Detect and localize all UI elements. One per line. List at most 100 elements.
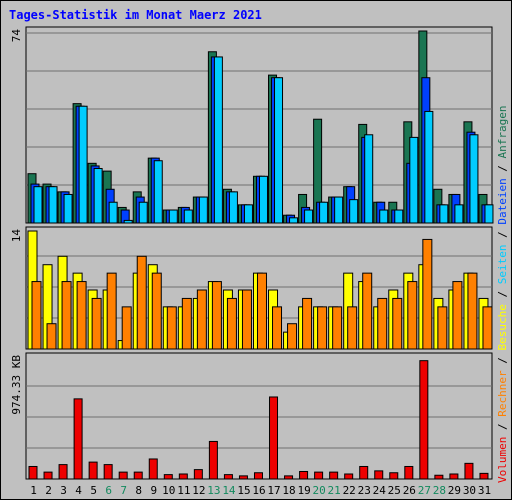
bar-seiten-day-28 [439, 204, 449, 224]
bar-seiten-day-17 [274, 77, 284, 224]
bar-volumen-day-29 [449, 473, 459, 480]
day-label: 24 [373, 484, 387, 497]
legend-dateien: Dateien [496, 178, 509, 224]
bar-rechner-day-15 [241, 289, 252, 350]
bar-seiten-day-5 [93, 168, 103, 224]
bar-seiten-day-31 [484, 204, 494, 224]
day-label: 4 [75, 484, 82, 497]
day-label: 16 [252, 484, 265, 497]
bar-seiten-day-11 [183, 209, 193, 224]
bar-seiten-day-27 [424, 110, 434, 224]
day-label: 3 [60, 484, 67, 497]
bar-rechner-day-9 [151, 272, 162, 350]
day-label: 13 [207, 484, 220, 497]
bar-volumen-day-3 [58, 464, 68, 480]
bar-volumen-day-27 [419, 360, 429, 480]
bar-volumen-day-11 [178, 473, 188, 480]
bar-rechner-day-11 [181, 297, 192, 350]
legend-seiten: Seiten [496, 245, 509, 285]
bar-seiten-day-15 [243, 204, 253, 224]
bar-seiten-day-22 [349, 199, 359, 224]
day-label: 1 [30, 484, 37, 497]
day-label: 17 [267, 484, 280, 497]
chart-title: Tages-Statistik im Monat Maerz 2021 [9, 8, 262, 22]
day-label: 18 [282, 484, 295, 497]
bar-volumen-day-21 [329, 471, 339, 480]
bar-seiten-day-30 [469, 134, 479, 224]
day-label: 5 [90, 484, 97, 497]
bar-seiten-day-16 [258, 175, 268, 224]
bar-rechner-day-5 [91, 297, 102, 350]
legend-volumen: Volumen [496, 437, 509, 483]
bar-seiten-day-21 [334, 196, 344, 224]
bar-volumen-day-19 [299, 470, 309, 480]
bar-volumen-day-9 [148, 458, 158, 480]
bar-rechner-day-26 [407, 281, 418, 350]
day-label: 27 [418, 484, 431, 497]
bar-volumen-day-10 [163, 474, 173, 480]
bar-rechner-day-8 [136, 255, 147, 350]
day-label: 20 [313, 484, 326, 497]
bar-rechner-day-19 [302, 297, 313, 350]
legend-separator: / [496, 158, 509, 178]
bar-rechner-day-30 [467, 272, 478, 350]
day-label: 12 [192, 484, 205, 497]
day-label: 10 [162, 484, 175, 497]
day-label: 15 [237, 484, 250, 497]
bar-volumen-day-7 [118, 471, 128, 480]
bar-rechner-day-1 [31, 281, 42, 350]
bar-rechner-day-18 [287, 323, 298, 350]
bar-volumen-day-25 [389, 472, 399, 480]
bar-volumen-day-16 [253, 472, 263, 480]
bar-volumen-day-20 [314, 471, 324, 480]
bar-seiten-day-1 [33, 186, 43, 224]
legend-separator: / [496, 351, 509, 371]
day-label: 7 [120, 484, 127, 497]
bar-rechner-day-28 [437, 306, 448, 350]
bar-volumen-day-6 [103, 464, 113, 480]
day-label: 23 [358, 484, 371, 497]
bar-volumen-day-5 [88, 461, 98, 480]
legend-separator: / [496, 284, 509, 304]
day-label: 2 [45, 484, 52, 497]
bar-volumen-day-14 [223, 474, 233, 480]
bar-seiten-day-18 [289, 217, 299, 224]
bar-volumen-day-17 [269, 396, 279, 480]
bar-volumen-day-18 [284, 475, 294, 480]
day-label: 14 [222, 484, 236, 497]
bar-seiten-day-23 [364, 134, 374, 224]
bar-volumen-day-1 [28, 465, 38, 480]
bar-rechner-day-20 [317, 306, 328, 350]
day-label: 28 [433, 484, 446, 497]
bar-rechner-day-31 [482, 306, 493, 350]
bar-seiten-day-19 [304, 209, 314, 224]
day-label: 25 [388, 484, 401, 497]
bar-rechner-day-4 [76, 281, 87, 350]
bar-seiten-day-20 [319, 201, 329, 224]
legend-besuche: Besuche [496, 304, 509, 350]
bar-volumen-day-28 [434, 474, 444, 480]
y-max-label-top: 74 [10, 29, 23, 43]
bar-seiten-day-2 [48, 186, 58, 224]
day-label: 22 [343, 484, 356, 497]
day-label: 21 [328, 484, 341, 497]
bar-volumen-day-2 [43, 471, 53, 480]
bar-rechner-day-7 [121, 306, 132, 350]
day-label: 19 [297, 484, 310, 497]
legend-anfragen: Anfragen [496, 105, 509, 158]
bar-volumen-day-30 [464, 462, 474, 480]
bar-rechner-day-2 [46, 323, 57, 350]
bar-volumen-day-26 [404, 465, 414, 480]
bar-volumen-day-12 [193, 469, 203, 480]
bar-rechner-day-13 [211, 281, 222, 350]
bar-rechner-day-22 [347, 306, 358, 350]
day-label: 11 [177, 484, 190, 497]
y-max-label-middle: 14 [10, 229, 23, 243]
bar-seiten-day-14 [228, 191, 238, 224]
bar-rechner-day-29 [452, 281, 463, 350]
bar-seiten-day-29 [454, 204, 464, 224]
bar-volumen-day-4 [73, 398, 83, 480]
day-label: 9 [150, 484, 157, 497]
